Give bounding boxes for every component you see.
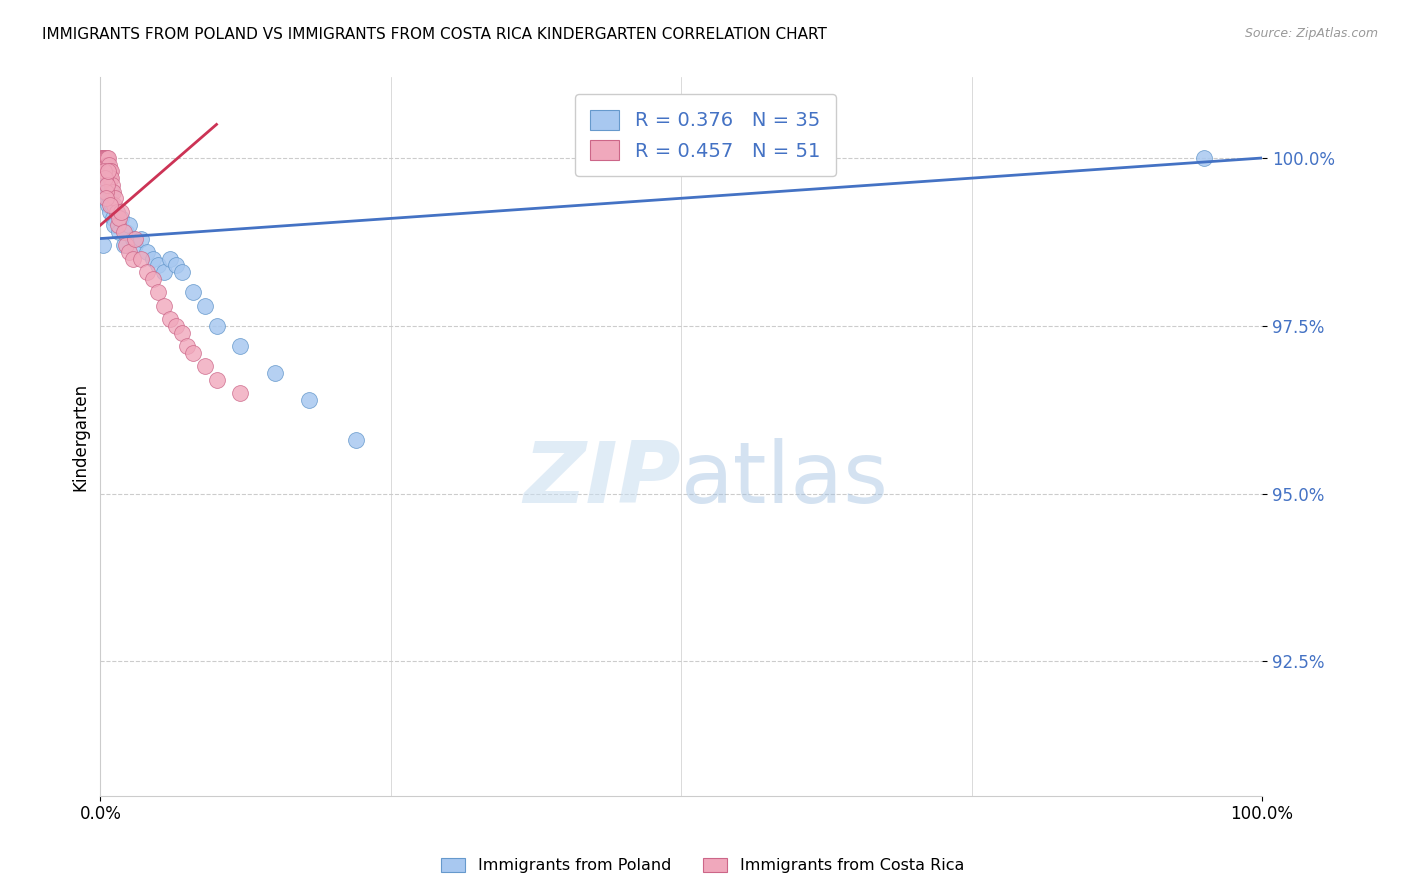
Point bbox=[118, 244, 141, 259]
Point bbox=[98, 171, 121, 186]
Point bbox=[159, 252, 181, 266]
Point bbox=[298, 392, 321, 407]
Point bbox=[165, 318, 187, 333]
Point bbox=[96, 178, 118, 192]
Point bbox=[90, 151, 112, 165]
Point bbox=[122, 231, 145, 245]
Point bbox=[96, 191, 118, 205]
Point bbox=[103, 198, 125, 212]
Legend: R = 0.376   N = 35, R = 0.457   N = 51: R = 0.376 N = 35, R = 0.457 N = 51 bbox=[575, 95, 837, 177]
Point bbox=[112, 238, 135, 252]
Point bbox=[96, 185, 118, 199]
Point bbox=[96, 158, 118, 172]
Legend: Immigrants from Poland, Immigrants from Costa Rica: Immigrants from Poland, Immigrants from … bbox=[434, 851, 972, 880]
Point bbox=[105, 204, 128, 219]
Point bbox=[98, 198, 121, 212]
Text: ZIP: ZIP bbox=[523, 438, 681, 521]
Point bbox=[96, 178, 118, 192]
Point bbox=[170, 265, 193, 279]
Point bbox=[101, 211, 124, 226]
Point bbox=[165, 259, 187, 273]
Point bbox=[229, 339, 252, 353]
Point bbox=[91, 151, 114, 165]
Point bbox=[110, 211, 132, 226]
Point bbox=[91, 151, 114, 165]
Point bbox=[105, 204, 128, 219]
Point bbox=[118, 218, 141, 232]
Point bbox=[181, 285, 204, 300]
Point bbox=[93, 158, 115, 172]
Point bbox=[194, 359, 217, 373]
Point bbox=[104, 191, 127, 205]
Point bbox=[97, 164, 120, 178]
Point bbox=[108, 225, 131, 239]
Point bbox=[344, 433, 367, 447]
Point bbox=[148, 285, 170, 300]
Text: IMMIGRANTS FROM POLAND VS IMMIGRANTS FROM COSTA RICA KINDERGARTEN CORRELATION CH: IMMIGRANTS FROM POLAND VS IMMIGRANTS FRO… bbox=[42, 27, 827, 42]
Point bbox=[96, 178, 118, 192]
Point bbox=[100, 164, 122, 178]
Point bbox=[205, 372, 228, 386]
Text: Source: ZipAtlas.com: Source: ZipAtlas.com bbox=[1244, 27, 1378, 40]
Point bbox=[135, 265, 157, 279]
Point bbox=[100, 171, 122, 186]
Point bbox=[124, 231, 146, 245]
Point bbox=[115, 238, 138, 252]
Point bbox=[170, 326, 193, 340]
Point bbox=[142, 252, 165, 266]
Point bbox=[93, 151, 115, 165]
Text: atlas: atlas bbox=[681, 438, 889, 521]
Point bbox=[101, 178, 124, 192]
Point bbox=[122, 252, 145, 266]
Point bbox=[153, 299, 176, 313]
Point bbox=[129, 231, 152, 245]
Point bbox=[96, 151, 118, 165]
Point bbox=[101, 198, 124, 212]
Point bbox=[97, 151, 120, 165]
Point bbox=[124, 238, 146, 252]
Point bbox=[91, 151, 114, 165]
Point bbox=[93, 191, 115, 205]
Point bbox=[94, 185, 117, 199]
Point bbox=[97, 164, 120, 178]
Point bbox=[98, 158, 121, 172]
Point bbox=[93, 164, 115, 178]
Point bbox=[148, 259, 170, 273]
Point bbox=[96, 158, 118, 172]
Point bbox=[112, 225, 135, 239]
Y-axis label: Kindergarten: Kindergarten bbox=[72, 383, 89, 491]
Point bbox=[115, 225, 138, 239]
Point bbox=[129, 252, 152, 266]
Point bbox=[98, 204, 121, 219]
Point bbox=[159, 312, 181, 326]
Point bbox=[103, 218, 125, 232]
Point bbox=[110, 204, 132, 219]
Point bbox=[108, 211, 131, 226]
Point bbox=[205, 318, 228, 333]
Point bbox=[153, 265, 176, 279]
Point bbox=[91, 238, 114, 252]
Point bbox=[135, 244, 157, 259]
Point bbox=[101, 185, 124, 199]
Point bbox=[98, 164, 121, 178]
Point bbox=[263, 366, 285, 380]
Point bbox=[181, 345, 204, 359]
Point bbox=[107, 218, 129, 232]
Point bbox=[142, 272, 165, 286]
Point bbox=[1192, 151, 1215, 165]
Point bbox=[100, 185, 122, 199]
Point bbox=[176, 339, 198, 353]
Point bbox=[97, 198, 120, 212]
Point bbox=[94, 151, 117, 165]
Point bbox=[94, 171, 117, 186]
Point bbox=[229, 386, 252, 401]
Point bbox=[94, 151, 117, 165]
Point bbox=[194, 299, 217, 313]
